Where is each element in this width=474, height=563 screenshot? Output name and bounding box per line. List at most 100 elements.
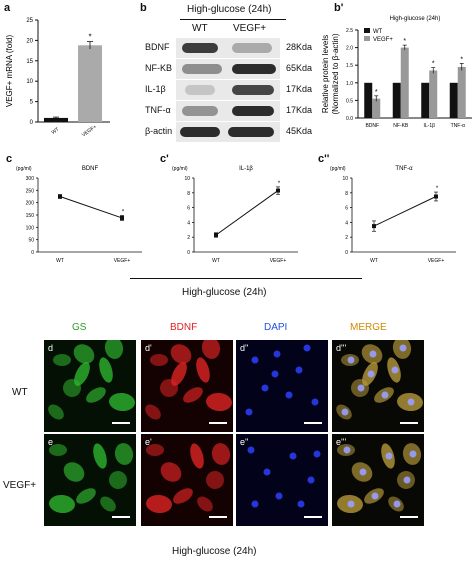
blot-label: BDNF bbox=[145, 42, 170, 52]
significance-mark: * bbox=[88, 33, 91, 42]
y-tick-label: 0 bbox=[187, 250, 190, 256]
x-tick-label: TNF-α bbox=[451, 123, 465, 129]
cell bbox=[109, 392, 135, 412]
y-tick-label: 100 bbox=[26, 225, 35, 231]
series-line bbox=[373, 196, 437, 227]
x-tick-label: VEGF+ bbox=[270, 258, 287, 264]
x-tick-label: WT bbox=[212, 258, 220, 264]
x-tick-label: WT bbox=[370, 258, 378, 264]
blot-band bbox=[228, 127, 274, 137]
scale-bar bbox=[304, 422, 322, 424]
x-tick-label: VEGF+ bbox=[428, 258, 445, 264]
nucleus bbox=[385, 452, 393, 460]
significance-mark: * bbox=[436, 186, 439, 192]
cell bbox=[86, 387, 106, 403]
micrograph-label: d' bbox=[145, 343, 152, 353]
y-tick-label: 2 bbox=[187, 235, 190, 241]
significance-mark: * bbox=[278, 181, 281, 187]
data-point-WT bbox=[58, 194, 62, 199]
chart-c: (pg/ml) BDNF 0 50 100 150 200 250 300 WT VEGF+ * bbox=[16, 166, 142, 264]
blot-label: TNF-α bbox=[145, 105, 171, 115]
micrograph-vegf-gs: e bbox=[44, 434, 136, 526]
blot-band bbox=[232, 64, 276, 74]
micrograph-label: d'' bbox=[240, 343, 249, 353]
cell bbox=[145, 404, 161, 420]
nucleus bbox=[307, 476, 315, 484]
blot-label: β-actin bbox=[145, 126, 173, 136]
cell bbox=[173, 488, 193, 504]
nucleus bbox=[275, 492, 283, 500]
nucleus bbox=[273, 350, 281, 358]
micrograph-image bbox=[49, 443, 134, 514]
nucleus bbox=[409, 450, 417, 458]
bar-VEGF+-BDNF bbox=[372, 98, 381, 118]
y-tick-label: 0 bbox=[345, 250, 348, 256]
y-tick-label: 50 bbox=[28, 238, 34, 244]
bar-WT-IL-1β bbox=[421, 82, 430, 118]
cell bbox=[48, 404, 64, 420]
y-tick-label: 250 bbox=[26, 188, 35, 194]
micrograph-label: e'' bbox=[240, 437, 249, 447]
blot-band bbox=[232, 106, 274, 116]
bar-VEGF+ bbox=[78, 45, 102, 122]
cell bbox=[201, 340, 221, 359]
x-tick-label: WT bbox=[51, 126, 61, 135]
micrograph-label: d bbox=[48, 343, 54, 353]
y-tick-label: 8 bbox=[345, 191, 348, 197]
cell bbox=[197, 496, 213, 512]
unit-label: (pg/ml) bbox=[16, 166, 32, 172]
y-tick-label: 150 bbox=[26, 213, 35, 219]
x-tick-label: IL-1β bbox=[424, 123, 436, 129]
y-axis-label: VEGF+ mRNA (fold) bbox=[5, 35, 14, 108]
bar-WT-NF-KB bbox=[392, 82, 401, 118]
cell bbox=[150, 354, 168, 366]
micrograph-vegf-merge: e''' bbox=[332, 434, 424, 526]
chart-title: TNF-α bbox=[395, 166, 413, 172]
y-tick-label: 1.5 bbox=[346, 63, 353, 69]
panel-label-b-prime: b' bbox=[334, 2, 344, 14]
nucleus bbox=[285, 391, 293, 399]
legend-label-WT: WT bbox=[373, 29, 383, 35]
western-title: High-glucose (24h) bbox=[187, 4, 272, 15]
x-tick-label: BDNF bbox=[365, 123, 379, 129]
cell bbox=[146, 444, 164, 456]
legend-swatch-VEGF+ bbox=[364, 36, 370, 41]
nucleus bbox=[303, 344, 311, 352]
nucleus bbox=[407, 398, 415, 406]
chart-title: BDNF bbox=[82, 166, 99, 172]
bar-WT-BDNF bbox=[364, 82, 373, 118]
y-tick-label: 25 bbox=[26, 18, 33, 24]
nucleus bbox=[247, 446, 255, 454]
y-tick-label: 300 bbox=[26, 176, 35, 182]
y-tick-label: 0 bbox=[31, 250, 34, 256]
micrograph-wt-gs: d bbox=[44, 340, 136, 432]
legend-swatch-WT bbox=[364, 28, 370, 33]
blot-size: 65Kda bbox=[286, 63, 313, 73]
cell bbox=[146, 494, 172, 514]
micro-row-vegf: VEGF+ bbox=[3, 480, 37, 491]
blot-band bbox=[182, 106, 218, 116]
series-line bbox=[59, 196, 123, 219]
cell bbox=[73, 344, 95, 364]
significance-mark: * bbox=[432, 61, 435, 68]
blot-size: 17Kda bbox=[286, 105, 313, 115]
y-tick-label: 15 bbox=[26, 59, 33, 65]
unit-label: (pg/ml) bbox=[330, 166, 346, 172]
legend-label-VEGF+: VEGF+ bbox=[373, 37, 393, 43]
data-point-VEGF+ bbox=[120, 215, 124, 220]
micrograph-image bbox=[145, 340, 232, 420]
panel-label-b: b bbox=[140, 2, 147, 14]
significance-mark: * bbox=[375, 89, 378, 96]
cell bbox=[108, 471, 127, 489]
y-tick-label: 4 bbox=[187, 220, 190, 226]
micrograph-wt-merge: d''' bbox=[332, 340, 424, 432]
y-tick-label: 1.0 bbox=[346, 81, 353, 87]
y-tick-label: 20 bbox=[26, 38, 33, 44]
cell bbox=[160, 462, 182, 482]
nucleus bbox=[313, 450, 321, 458]
y-tick-label: 6 bbox=[345, 206, 348, 212]
scale-bar bbox=[112, 422, 130, 424]
micro-col-merge: MERGE bbox=[350, 322, 387, 333]
blot-band bbox=[232, 43, 272, 53]
nucleus bbox=[343, 446, 351, 454]
